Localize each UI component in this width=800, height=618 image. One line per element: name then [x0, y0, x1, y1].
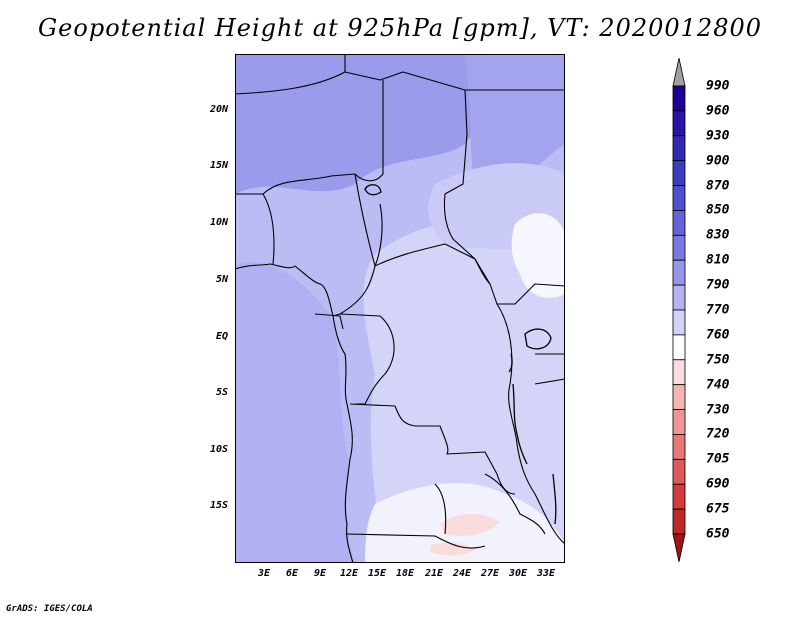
colorbar-label: 900 [706, 153, 730, 169]
colorbar-swatch [672, 284, 686, 311]
lon-label: 27E [480, 568, 500, 579]
lon-label: 12E [339, 568, 359, 579]
field-region-pink-1 [440, 513, 500, 536]
lon-label: 3E [257, 568, 271, 579]
colorbar-swatch [672, 508, 686, 535]
lon-label: 9E [313, 568, 327, 579]
colorbar-label: 850 [706, 202, 730, 218]
colorbar-swatch [672, 359, 686, 386]
map-frame [235, 54, 565, 563]
border-angola [349, 403, 516, 495]
lon-label: 24E [452, 568, 472, 579]
colorbar-label: 930 [706, 128, 730, 144]
border-angola-south [346, 533, 486, 549]
colorbar [672, 58, 686, 562]
colorbar-swatch [672, 409, 686, 435]
field-region-central [363, 220, 565, 563]
lat-label: 20N [209, 104, 228, 115]
lake-malawi [552, 473, 557, 525]
colorbar-label: 870 [706, 178, 730, 194]
colorbar-swatch [672, 334, 686, 361]
colorbar-swatch [672, 160, 686, 186]
colorbar-swatch [672, 458, 686, 485]
border-north-1 [235, 71, 468, 135]
border-zambia [434, 473, 546, 535]
colorbar-label: 650 [706, 526, 730, 542]
colorbar-swatch [672, 185, 686, 211]
colorbar-swatch [672, 259, 686, 286]
colorbar-label: 690 [706, 476, 730, 492]
colorbar-label: 770 [706, 302, 730, 318]
field-region-east-high [511, 213, 565, 298]
colorbar-label: 960 [706, 103, 730, 119]
colorbar-swatch [672, 434, 686, 460]
lat-label: 5N [215, 274, 228, 285]
colorbar-swatch [672, 483, 686, 510]
colorbar-label: 750 [706, 352, 730, 368]
lon-label: 30E [508, 568, 528, 579]
lake-tanganyika [512, 383, 528, 465]
colorbar-label: 675 [706, 501, 730, 517]
colorbar-label: 830 [706, 227, 730, 243]
border-east-coast [534, 493, 565, 545]
lat-label: 10S [209, 444, 228, 455]
border-cameroon [332, 173, 376, 317]
lake-kivu [508, 353, 513, 373]
grads-credit: GrADS: IGES/COLA [6, 604, 93, 614]
border-chad [235, 80, 384, 195]
border-tanzania [534, 353, 565, 385]
lake-chad [364, 184, 382, 196]
colorbar-swatch [672, 135, 686, 162]
colorbar-label: 720 [706, 426, 730, 442]
colorbar-swatch [672, 309, 686, 336]
colorbar-label: 810 [706, 252, 730, 268]
lon-label: 21E [424, 568, 444, 579]
lon-label: 33E [536, 568, 556, 579]
colorbar-swatch [672, 85, 686, 112]
colorbar-label: 740 [706, 377, 730, 393]
field-region-pink-2 [430, 542, 475, 556]
border-gabon [314, 313, 344, 330]
border-car [374, 203, 491, 285]
colorbar-swatch [672, 110, 686, 137]
lat-label: EQ [215, 331, 228, 342]
colorbar-label: 705 [706, 451, 730, 467]
colorbar-swatch [672, 210, 686, 236]
lon-label: 18E [395, 568, 415, 579]
border-congo-drc [339, 313, 395, 405]
lat-label: 15N [209, 160, 228, 171]
colorbar-max-arrow [672, 58, 686, 87]
lat-label: 5S [215, 387, 228, 398]
coastline-west-africa [235, 263, 354, 563]
lon-label: 15E [367, 568, 387, 579]
colorbar-label: 790 [706, 277, 730, 293]
lat-label: 10N [209, 217, 228, 228]
colorbar-label: 990 [706, 78, 730, 94]
colorbar-swatch [672, 384, 686, 410]
colorbar-label: 730 [706, 402, 730, 418]
lon-label: 6E [285, 568, 299, 579]
geopotential-map [235, 54, 565, 563]
chart-title: Geopotential Height at 925hPa [gpm], VT:… [38, 14, 762, 42]
colorbar-min-arrow [672, 533, 686, 562]
field-region-atlantic [235, 262, 355, 563]
colorbar-label: 760 [706, 327, 730, 343]
lake-victoria [524, 328, 552, 350]
colorbar-swatch [672, 234, 686, 261]
border-nigeria [262, 193, 275, 265]
lat-label: 15S [209, 500, 228, 511]
border-drc-east [496, 303, 536, 495]
